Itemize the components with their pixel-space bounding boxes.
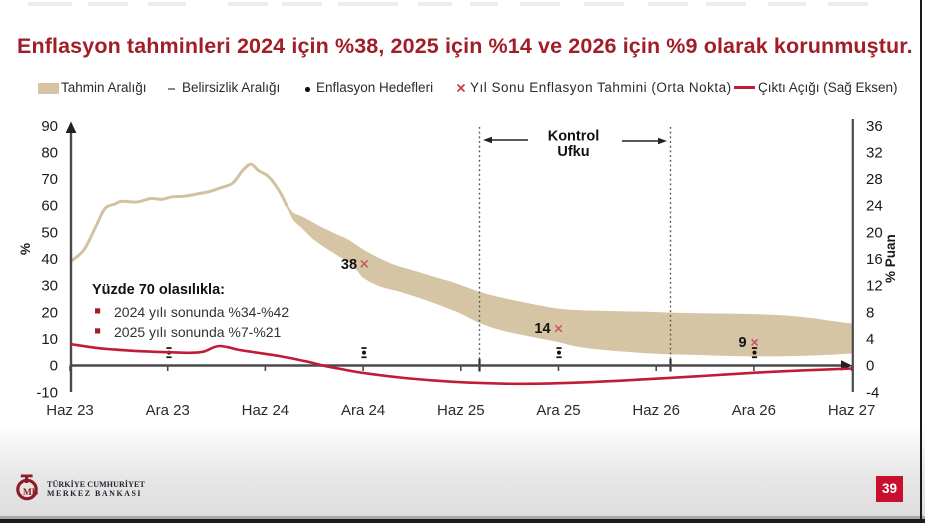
svg-text:Haz 27: Haz 27: [828, 402, 876, 419]
svg-text:Yüzde 70 olasılıkla:: Yüzde 70 olasılıkla:: [92, 282, 225, 298]
svg-text:0: 0: [866, 358, 874, 375]
svg-text:70: 70: [41, 171, 58, 188]
svg-text:20: 20: [41, 304, 58, 321]
svg-text:Haz 24: Haz 24: [242, 402, 290, 419]
svg-text:24: 24: [866, 198, 883, 215]
svg-text:28: 28: [866, 171, 883, 188]
svg-text:Haz 26: Haz 26: [632, 402, 680, 419]
svg-text:9: 9: [738, 335, 746, 351]
svg-text:90: 90: [41, 118, 58, 135]
svg-text:Ara 23: Ara 23: [146, 402, 190, 419]
svg-text:32: 32: [866, 144, 883, 161]
svg-text:Haz 25: Haz 25: [437, 402, 485, 419]
svg-text:16: 16: [866, 251, 883, 268]
svg-text:50: 50: [41, 224, 58, 241]
svg-text:2024 yılı sonunda %34-%42: 2024 yılı sonunda %34-%42: [114, 304, 289, 320]
svg-text:20: 20: [866, 224, 883, 241]
svg-text:Ara 26: Ara 26: [732, 402, 776, 419]
svg-text:60: 60: [41, 198, 58, 215]
svg-text:Ara 25: Ara 25: [536, 402, 580, 419]
svg-text:-4: -4: [866, 384, 879, 401]
svg-text:Ufku: Ufku: [557, 144, 589, 160]
svg-text:0: 0: [50, 358, 58, 375]
svg-text:%: %: [18, 243, 33, 255]
svg-text:14: 14: [534, 321, 550, 337]
svg-text:30: 30: [41, 278, 58, 295]
svg-text:2025 yılı sonunda %7-%21: 2025 yılı sonunda %7-%21: [114, 324, 282, 340]
svg-text:% Puan: % Puan: [883, 234, 898, 283]
svg-text:4: 4: [866, 331, 874, 348]
svg-text:80: 80: [41, 144, 58, 161]
svg-text:38: 38: [341, 257, 357, 273]
svg-text:-10: -10: [36, 384, 58, 401]
svg-text:Kontrol: Kontrol: [548, 129, 600, 145]
svg-text:12: 12: [866, 278, 883, 295]
svg-text:MB: MB: [23, 488, 39, 498]
svg-text:10: 10: [41, 331, 58, 348]
svg-text:8: 8: [866, 304, 874, 321]
svg-text:40: 40: [41, 251, 58, 268]
svg-text:Haz 23: Haz 23: [46, 402, 94, 419]
svg-text:Ara 24: Ara 24: [341, 402, 385, 419]
svg-text:36: 36: [866, 118, 883, 135]
